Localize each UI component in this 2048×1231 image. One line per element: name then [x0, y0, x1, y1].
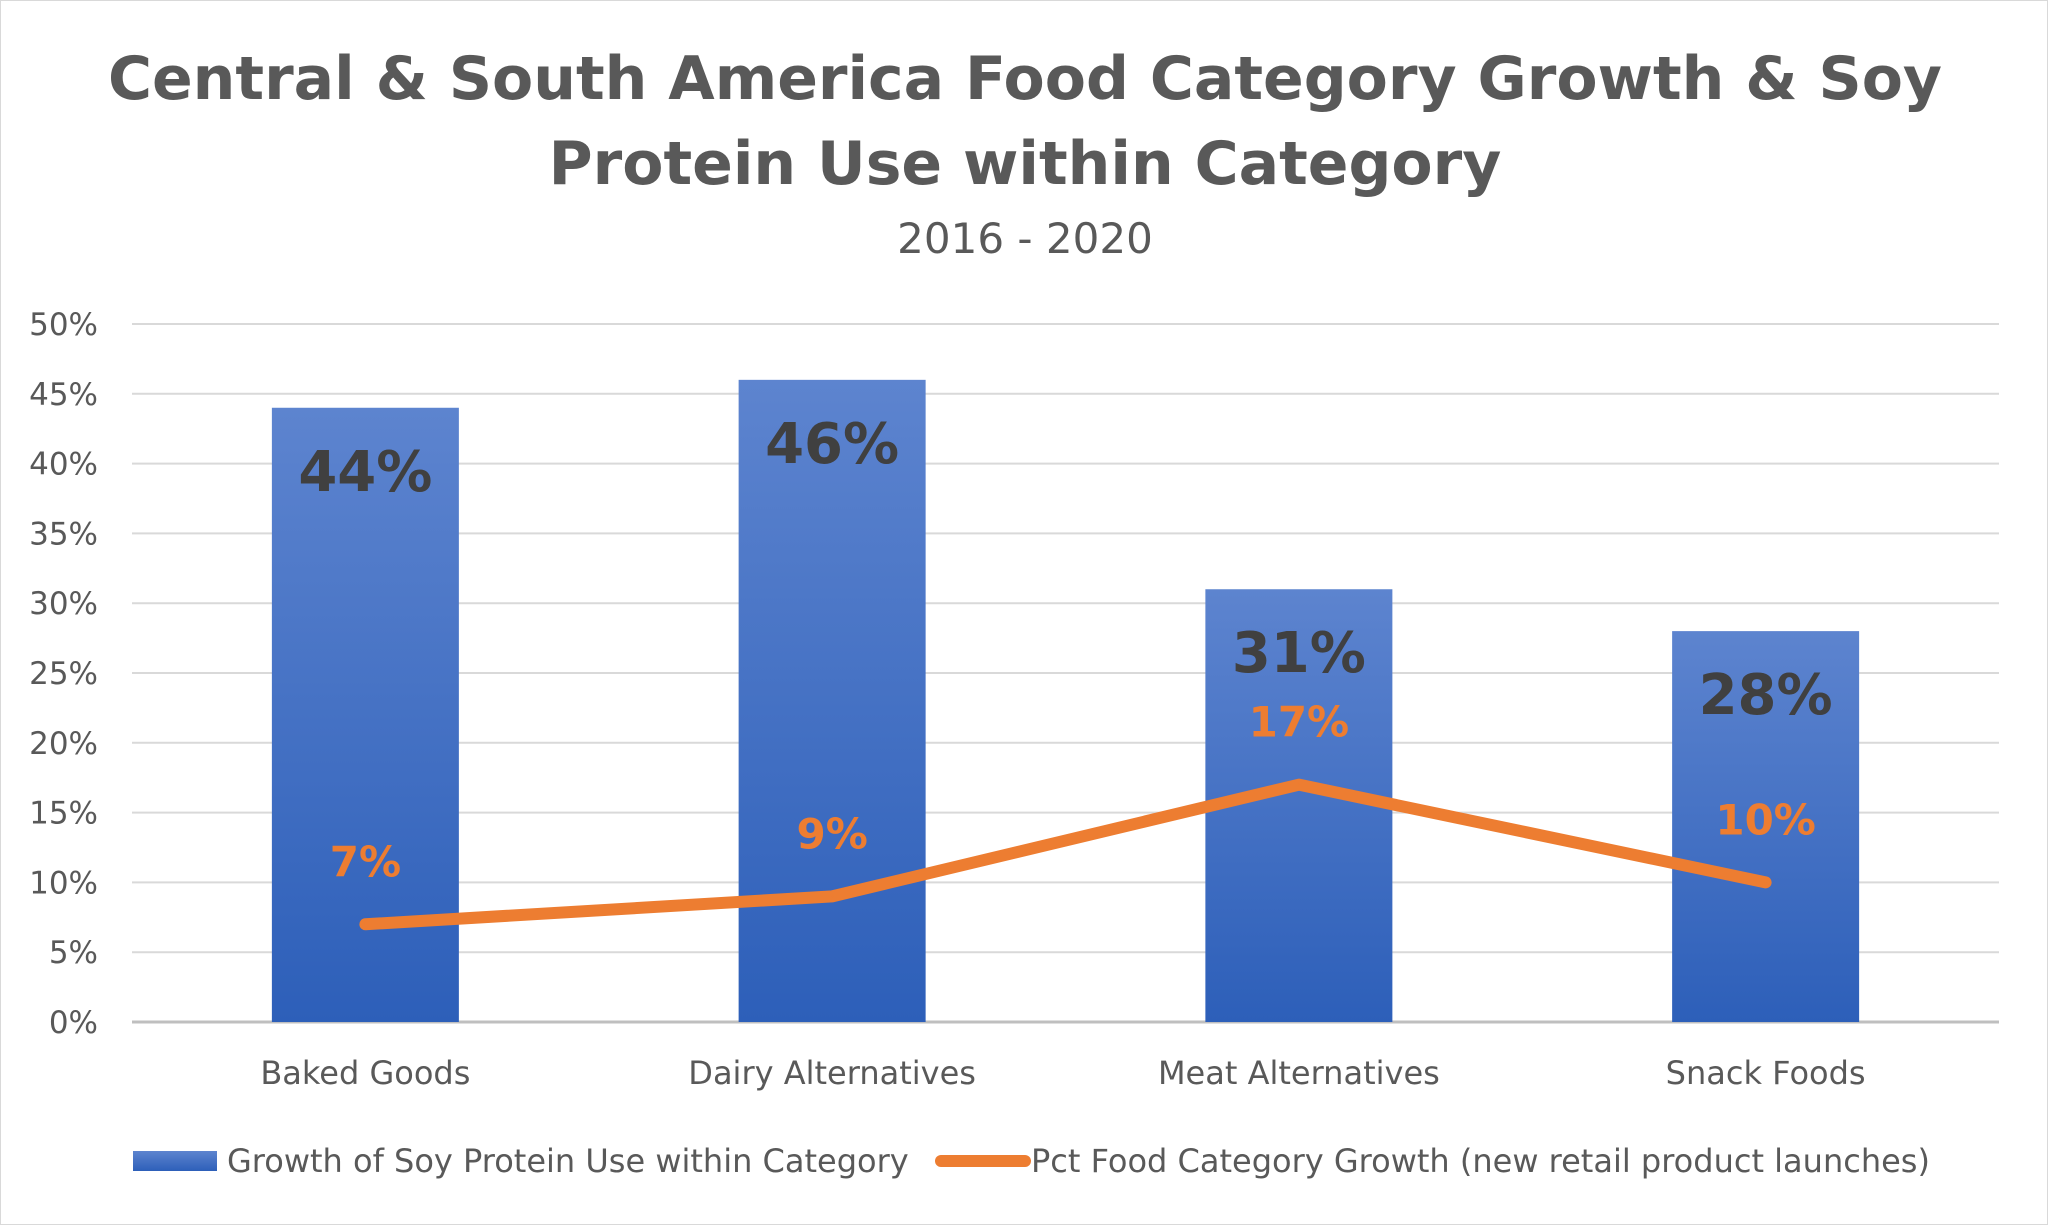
y-tick-label: 15%: [29, 796, 98, 832]
bar-data-label: 46%: [765, 412, 899, 477]
x-category-label: Meat Alternatives: [1158, 1054, 1440, 1092]
line-series: [359, 778, 1772, 931]
y-tick-label: 5%: [49, 935, 98, 971]
y-tick-label: 25%: [29, 656, 98, 692]
line-data-label: 10%: [1715, 795, 1816, 844]
y-tick-label: 50%: [29, 307, 98, 343]
bar: [1672, 631, 1860, 1022]
legend: Growth of Soy Protein Use within Categor…: [133, 1142, 1930, 1180]
legend-swatch-bar: [133, 1151, 217, 1171]
bar-data-label: 31%: [1232, 621, 1366, 686]
chart-title-line2: Protein Use within Category: [549, 129, 1502, 199]
bar-data-label: 44%: [298, 440, 432, 505]
y-tick-label: 40%: [29, 447, 98, 483]
line-point: [1764, 881, 1767, 884]
chart-subtitle: 2016 - 2020: [897, 214, 1153, 263]
bar-data-label: 28%: [1699, 663, 1833, 728]
y-tick-label: 20%: [29, 726, 98, 762]
y-tick-label: 35%: [29, 516, 98, 552]
y-tick-label: 45%: [29, 377, 98, 413]
y-tick-label: 30%: [29, 586, 98, 622]
line-data-label: 7%: [330, 837, 401, 886]
chart-title-line1: Central & South America Food Category Gr…: [108, 44, 1942, 114]
y-tick-label: 10%: [29, 865, 98, 901]
y-tick-label: 0%: [49, 1005, 98, 1041]
legend-label-bar: Growth of Soy Protein Use within Categor…: [227, 1142, 909, 1180]
line-data-label: 17%: [1249, 698, 1350, 747]
x-category-label: Dairy Alternatives: [688, 1054, 976, 1092]
line-point: [364, 923, 367, 926]
legend-label-line: Pct Food Category Growth (new retail pro…: [1031, 1142, 1930, 1180]
line-data-label: 9%: [796, 809, 867, 858]
bar: [738, 379, 926, 1023]
line-point: [1297, 783, 1300, 786]
x-category-label: Snack Foods: [1666, 1054, 1866, 1092]
line-point: [831, 895, 834, 898]
x-category-label: Baked Goods: [260, 1054, 470, 1092]
